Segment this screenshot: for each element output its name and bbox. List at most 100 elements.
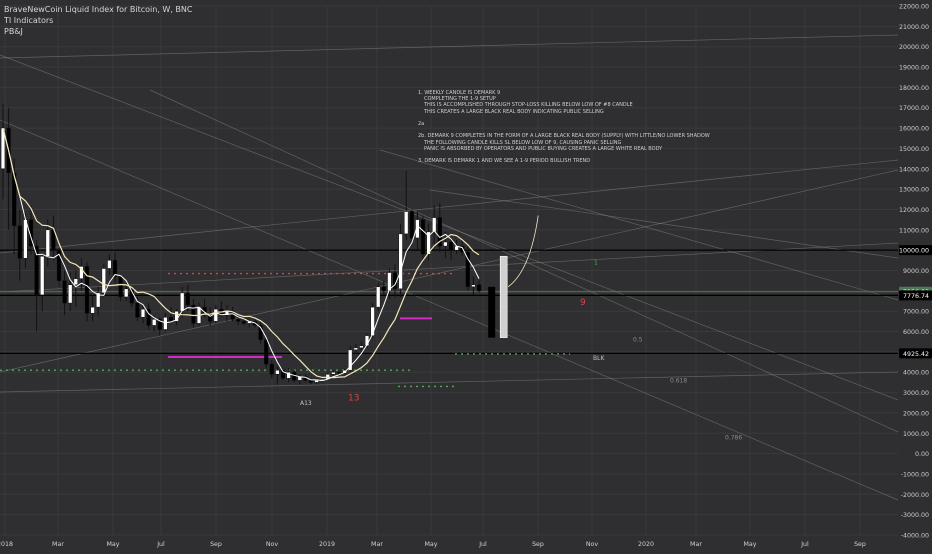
y-axis-tick-label: -2000.00 <box>901 492 929 499</box>
candle-body <box>286 371 291 379</box>
candle-body <box>258 325 263 340</box>
y-axis-tick-label: -4000.00 <box>901 533 929 540</box>
y-axis-tick-label: 0.00 <box>915 451 929 458</box>
candle-body <box>213 308 218 322</box>
candle-body <box>146 308 151 326</box>
projection-curve <box>507 215 539 288</box>
candle-body <box>308 380 314 383</box>
x-axis-tick-label: Sep <box>210 541 222 548</box>
candle-body <box>314 380 319 383</box>
indicator-ti[interactable]: TI Indicators <box>4 16 54 25</box>
indicator-pbj[interactable]: PB&J <box>4 27 23 36</box>
y-axis-tick-label: 19000.00 <box>899 65 929 72</box>
note-line: THE FOLLOWING CANDLE KILLS SL BELOW LOW … <box>424 139 622 146</box>
x-axis-tick-label: Jul <box>156 541 165 548</box>
candle-body <box>107 260 112 269</box>
price-tag-label: 10000.00 <box>899 248 929 255</box>
candle-body <box>264 339 269 365</box>
trend-channel-line <box>0 34 899 59</box>
trend-channel-line <box>0 159 899 254</box>
y-axis-tick-label: 17000.00 <box>899 105 929 112</box>
candle-body <box>359 345 364 349</box>
candle-body <box>40 256 45 296</box>
x-axis-tick-label: 2019 <box>319 541 335 548</box>
x-axis-tick-label: 2020 <box>638 541 654 548</box>
y-axis-tick-label: -3000.00 <box>901 512 929 519</box>
candle-body <box>376 286 381 308</box>
demark-marker: 13 <box>348 394 359 404</box>
y-axis-tick-label: 4000.00 <box>903 370 929 377</box>
candle-body <box>471 284 476 288</box>
x-axis-tick-label: Mar <box>371 541 383 548</box>
price-tag-label: 7776.74 <box>903 293 929 300</box>
candle-body <box>292 371 297 381</box>
note-line: 3. DEMARK IS DEMARK 1 AND WE SEE A 1-9 P… <box>418 158 591 165</box>
candle-body <box>336 371 342 374</box>
x-axis-tick-label: May <box>424 541 437 548</box>
demark-marker: 1 <box>594 259 598 266</box>
candle-body <box>476 284 482 292</box>
y-axis-tick-label: 3000.00 <box>903 390 929 397</box>
candle-body <box>404 211 409 235</box>
y-axis-tick-label: 22000.00 <box>899 4 929 11</box>
symbol-title: BraveNewCoin Liquid Index for Bitcoin, W… <box>4 5 193 14</box>
trend-channel-line <box>0 54 899 401</box>
note-line: 1. WEEKLY CANDLE IS DEMARK 9 <box>418 90 501 96</box>
note-line: THIS IS ACCOMPLISHED THROUGH STOP-LOSS K… <box>424 102 633 109</box>
y-axis-tick-label: 14000.00 <box>899 166 929 173</box>
candle-body <box>96 292 101 308</box>
trend-channel-line <box>0 119 899 501</box>
x-axis-tick-label: Jul <box>478 541 487 548</box>
candle-body <box>56 249 62 281</box>
x-axis-tick-label: 2018 <box>0 541 13 548</box>
candle-body <box>157 319 162 330</box>
y-axis-tick-label: 12000.00 <box>899 207 929 214</box>
x-axis-tick-label: Mar <box>690 541 702 548</box>
candle-body <box>387 272 392 292</box>
candle-body <box>168 317 174 322</box>
y-axis-tick-label: 1000.00 <box>903 431 929 438</box>
candle-body <box>381 286 386 292</box>
y-axis-tick-label: 13000.00 <box>899 187 929 194</box>
candle-body <box>0 127 6 170</box>
candle-body <box>437 217 442 247</box>
price-tag <box>899 348 932 359</box>
x-axis-tick-label: Sep <box>854 541 866 548</box>
x-axis-tick-label: May <box>743 541 756 548</box>
y-axis-tick-label: 7000.00 <box>903 309 929 316</box>
candle-body <box>73 278 78 285</box>
y-axis-tick-label: 20000.00 <box>899 44 929 51</box>
candle-body <box>348 349 353 371</box>
candle-body <box>465 251 470 288</box>
projection-bar-black <box>488 286 496 338</box>
x-axis-tick-label: May <box>106 541 119 548</box>
x-axis-tick-label: Nov <box>586 541 599 548</box>
y-axis-tick-label: 2000.00 <box>903 410 929 417</box>
candle-body <box>269 363 274 375</box>
price-tag <box>899 245 932 256</box>
candle-body <box>415 219 420 239</box>
candle-body <box>191 304 196 324</box>
candle-body <box>180 292 185 312</box>
note-line: 2b. DEMARK 9 COMPLETES IN THE FORM OF A … <box>418 133 710 140</box>
fib-level-label: 0.618 <box>670 377 687 384</box>
fib-level-label: 0.5 <box>633 337 643 344</box>
trend-channel-line <box>0 169 899 373</box>
candle-body <box>135 302 140 318</box>
x-axis-tick-label: Jul <box>800 541 809 548</box>
candle-body <box>62 280 67 304</box>
y-axis-tick-label: 15000.00 <box>899 146 929 153</box>
candle-body <box>84 266 90 314</box>
demark-marker: 9 <box>580 298 586 308</box>
price-tag <box>899 290 932 301</box>
candle-body <box>426 231 431 255</box>
projection-bar-white <box>499 255 508 338</box>
y-axis-tick-label: 16000.00 <box>899 126 929 133</box>
candle-body <box>79 266 84 279</box>
y-axis-tick-label: -1000.00 <box>901 471 929 478</box>
note-line: PANIC IS ABSORBED BY OPERATORS AND PUBLI… <box>424 145 663 152</box>
y-axis-tick-label: 9000.00 <box>903 268 929 275</box>
candle-body <box>398 233 403 290</box>
